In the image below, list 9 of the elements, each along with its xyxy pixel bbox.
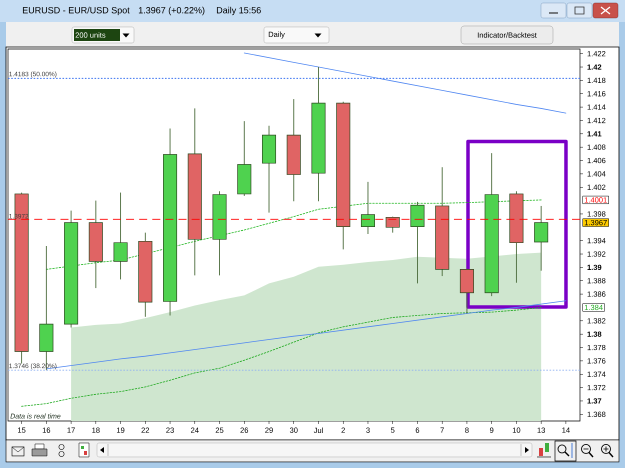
candlestick [386, 216, 400, 234]
candlestick [360, 181, 376, 234]
candlestick [534, 205, 548, 272]
candlestick [460, 268, 474, 314]
chart-title: EURUSD - EUR/USD Spot [22, 6, 130, 16]
candlestick [114, 192, 128, 280]
chart-subtitle: 1.3967 (+0.22%) [138, 6, 204, 16]
text: Daily 15:56 [216, 6, 261, 16]
candlestick [410, 201, 424, 284]
